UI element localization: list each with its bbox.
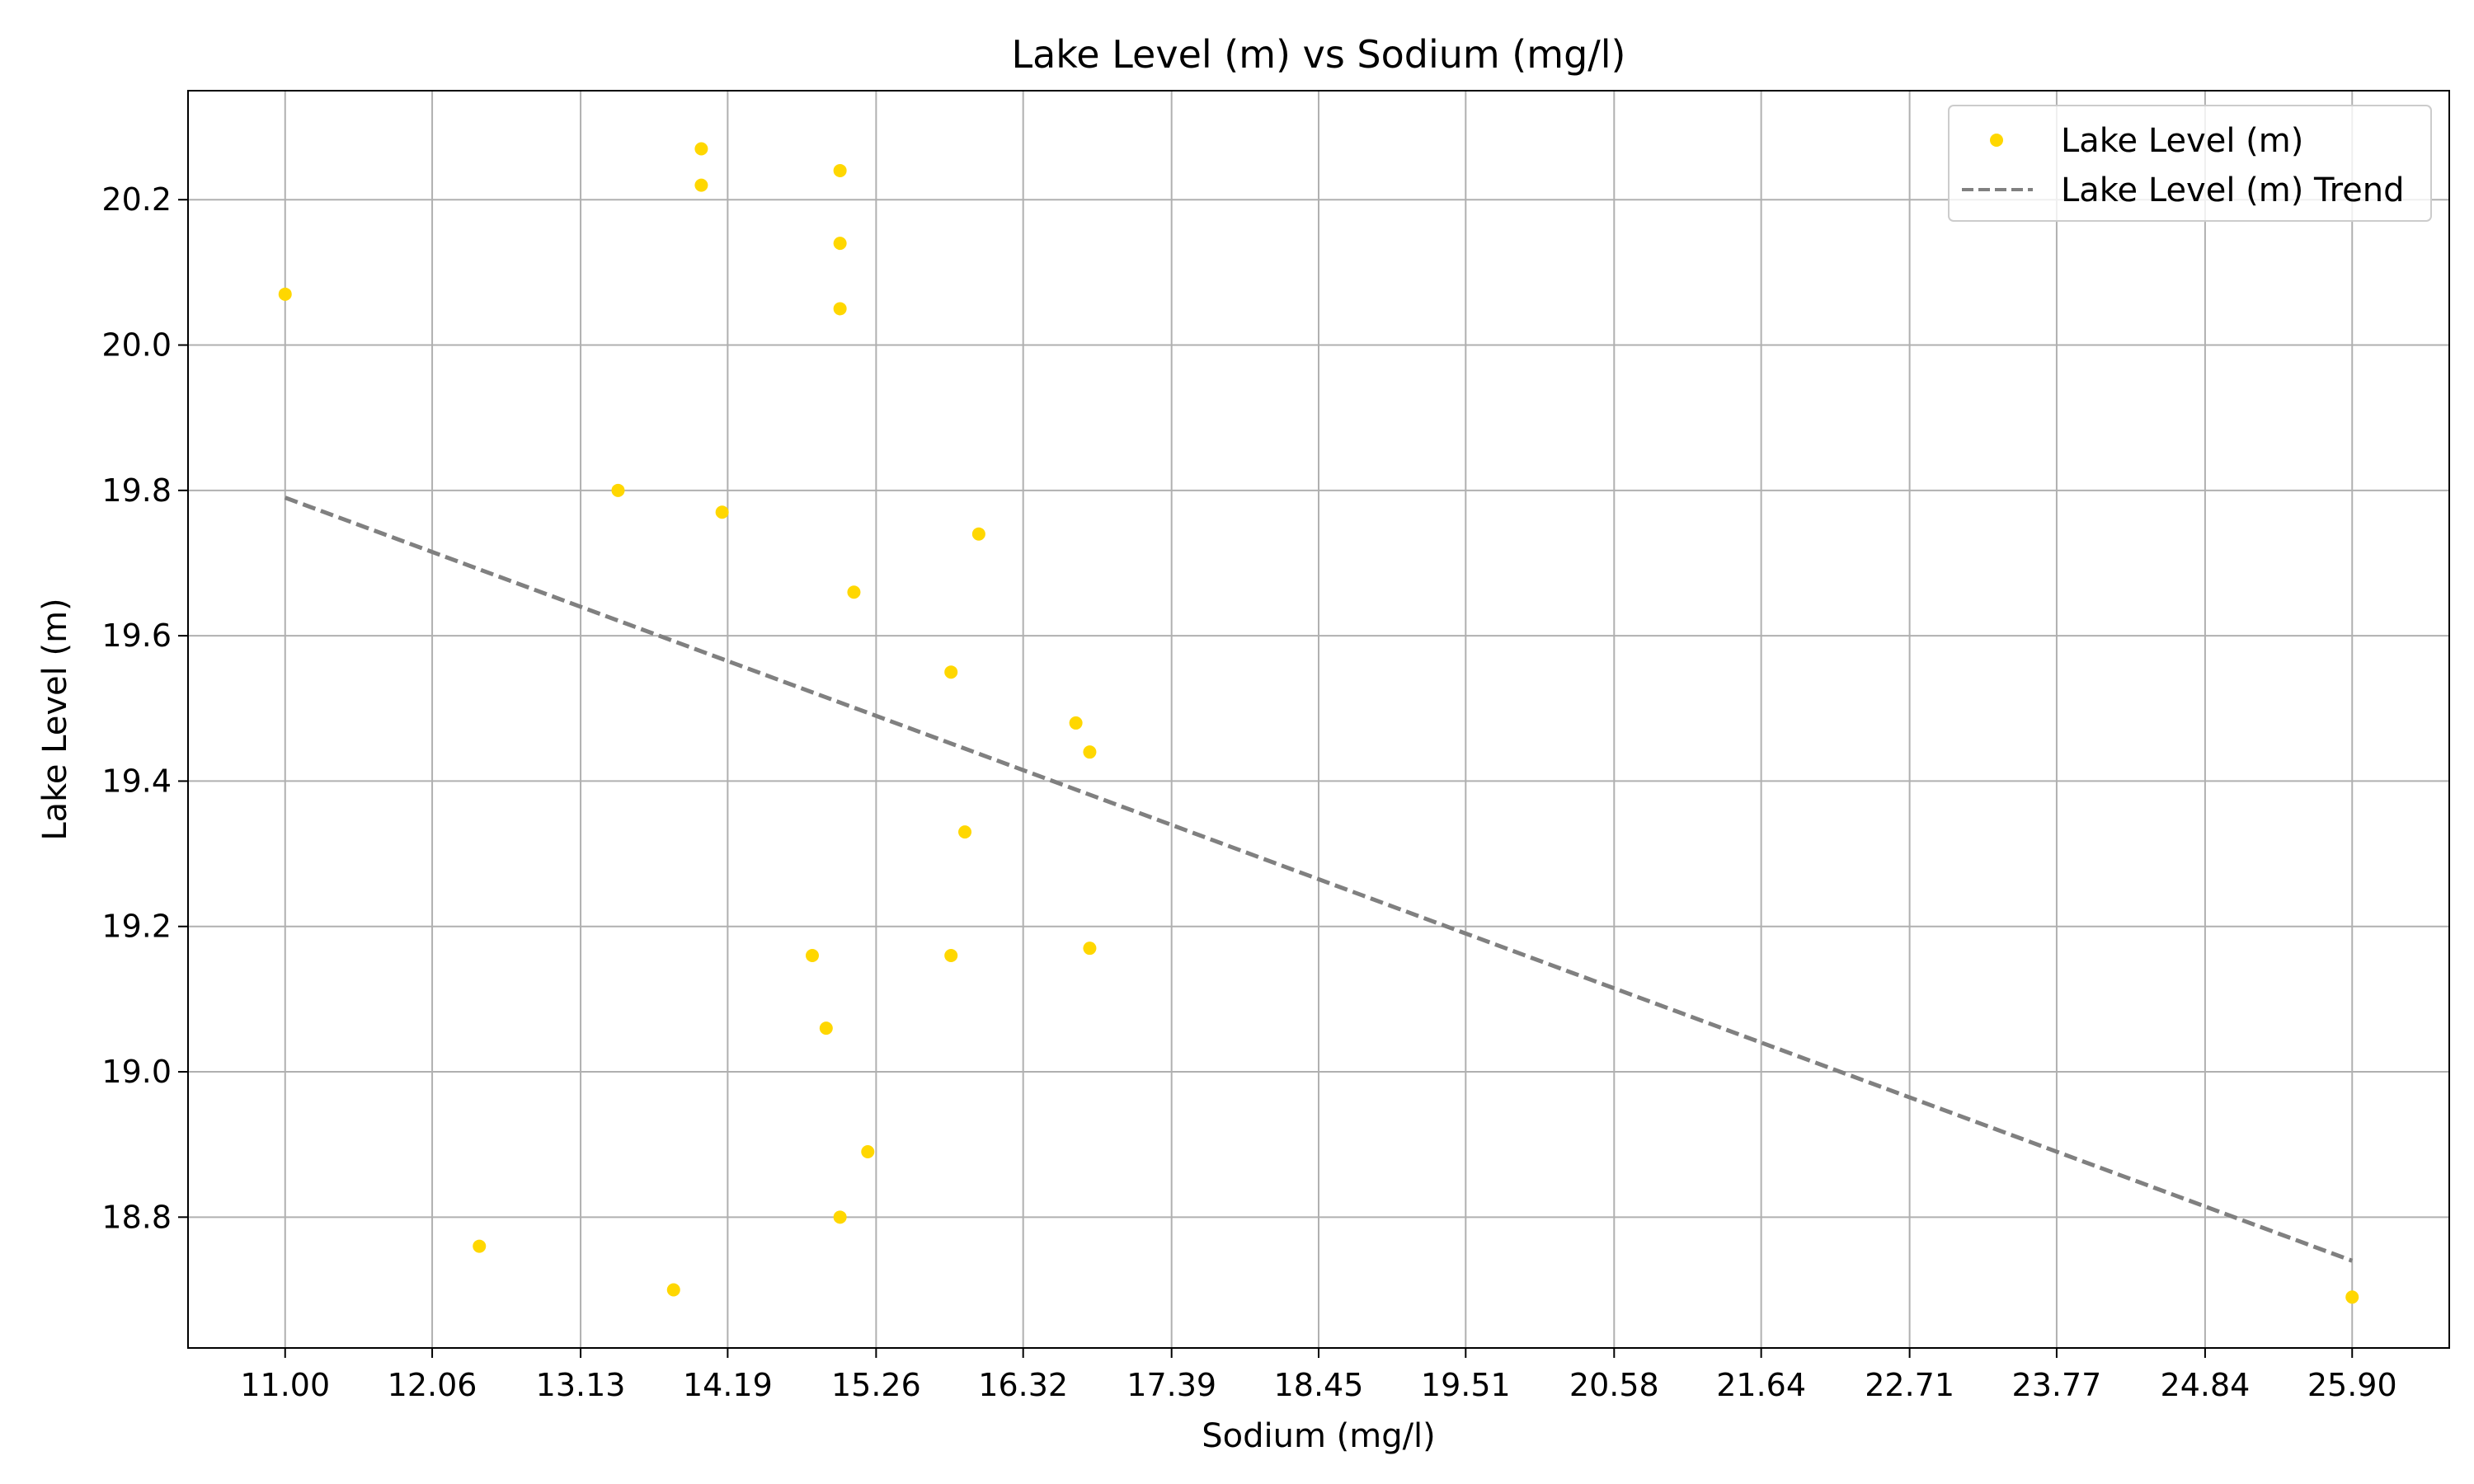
x-tick-label: 25.90 — [2307, 1367, 2397, 1403]
x-tick-label: 13.13 — [536, 1367, 626, 1403]
x-tick-label: 11.00 — [240, 1367, 330, 1403]
legend-label-scatter: Lake Level (m) — [2061, 122, 2303, 160]
legend-marker-scatter — [1990, 134, 2003, 147]
x-axis-label: Sodium (mg/l) — [1202, 1417, 1436, 1455]
scatter-point — [833, 163, 847, 177]
scatter-point — [971, 527, 985, 541]
scatter-point — [819, 1021, 833, 1036]
x-tick-label: 23.77 — [2012, 1367, 2102, 1403]
x-tick-label: 14.19 — [683, 1367, 773, 1403]
y-tick-label: 19.6 — [101, 618, 172, 654]
y-tick-label: 19.8 — [101, 472, 172, 509]
legend-box — [1948, 105, 2432, 222]
scatter-point — [611, 483, 625, 497]
scatter-point — [666, 1283, 680, 1297]
x-tick-label: 21.64 — [1716, 1367, 1806, 1403]
scatter-point — [833, 302, 847, 316]
y-tick-label: 19.2 — [101, 909, 172, 945]
scatter-point — [847, 585, 861, 599]
trend-line — [284, 495, 2354, 1263]
trend-series — [284, 495, 2354, 1263]
y-tick-label: 18.8 — [101, 1199, 172, 1235]
scatter-point — [694, 142, 708, 156]
y-tick-label: 19.0 — [101, 1054, 172, 1090]
x-tick-label: 16.32 — [978, 1367, 1068, 1403]
scatter-point — [715, 505, 729, 519]
x-tick-label: 12.06 — [388, 1367, 477, 1403]
x-tick-label: 22.71 — [1865, 1367, 1954, 1403]
x-tick-label: 15.26 — [831, 1367, 921, 1403]
scatter-point — [833, 237, 847, 251]
x-tick-label: 19.51 — [1421, 1367, 1511, 1403]
x-tick-label: 20.58 — [1569, 1367, 1659, 1403]
scatter-point — [1069, 716, 1083, 730]
scatter-point — [805, 948, 819, 962]
axis-ticks: 11.00 12.06 13.13 14.19 15.26 16.32 17.39 18.45… — [101, 181, 2396, 1403]
scatter-series — [278, 142, 2359, 1304]
x-tick-label: 18.45 — [1274, 1367, 1364, 1403]
scatter-point — [833, 1210, 847, 1224]
scatter-point — [944, 665, 958, 679]
scatter-point — [278, 287, 292, 301]
scatter-point — [944, 948, 958, 962]
scatter-point — [694, 178, 708, 192]
legend: Lake Level (m) Lake Level (m) Trend — [1948, 105, 2432, 222]
chart-title: Lake Level (m) vs Sodium (mg/l) — [1011, 32, 1625, 77]
y-tick-label: 20.0 — [101, 327, 172, 364]
y-tick-label: 20.2 — [101, 181, 172, 218]
legend-label-trend: Lake Level (m) Trend — [2061, 171, 2405, 209]
scatter-point — [1083, 942, 1097, 956]
y-axis-label: Lake Level (m) — [36, 598, 74, 840]
y-tick-label: 19.4 — [101, 763, 172, 799]
scatter-point — [861, 1144, 875, 1158]
scatter-point — [1083, 745, 1097, 759]
x-tick-label: 17.39 — [1126, 1367, 1216, 1403]
scatter-point — [958, 825, 972, 839]
grid-lines — [188, 91, 2449, 1348]
scatter-point — [473, 1239, 487, 1253]
scatter-point — [2345, 1290, 2359, 1304]
x-tick-label: 24.84 — [2161, 1367, 2251, 1403]
